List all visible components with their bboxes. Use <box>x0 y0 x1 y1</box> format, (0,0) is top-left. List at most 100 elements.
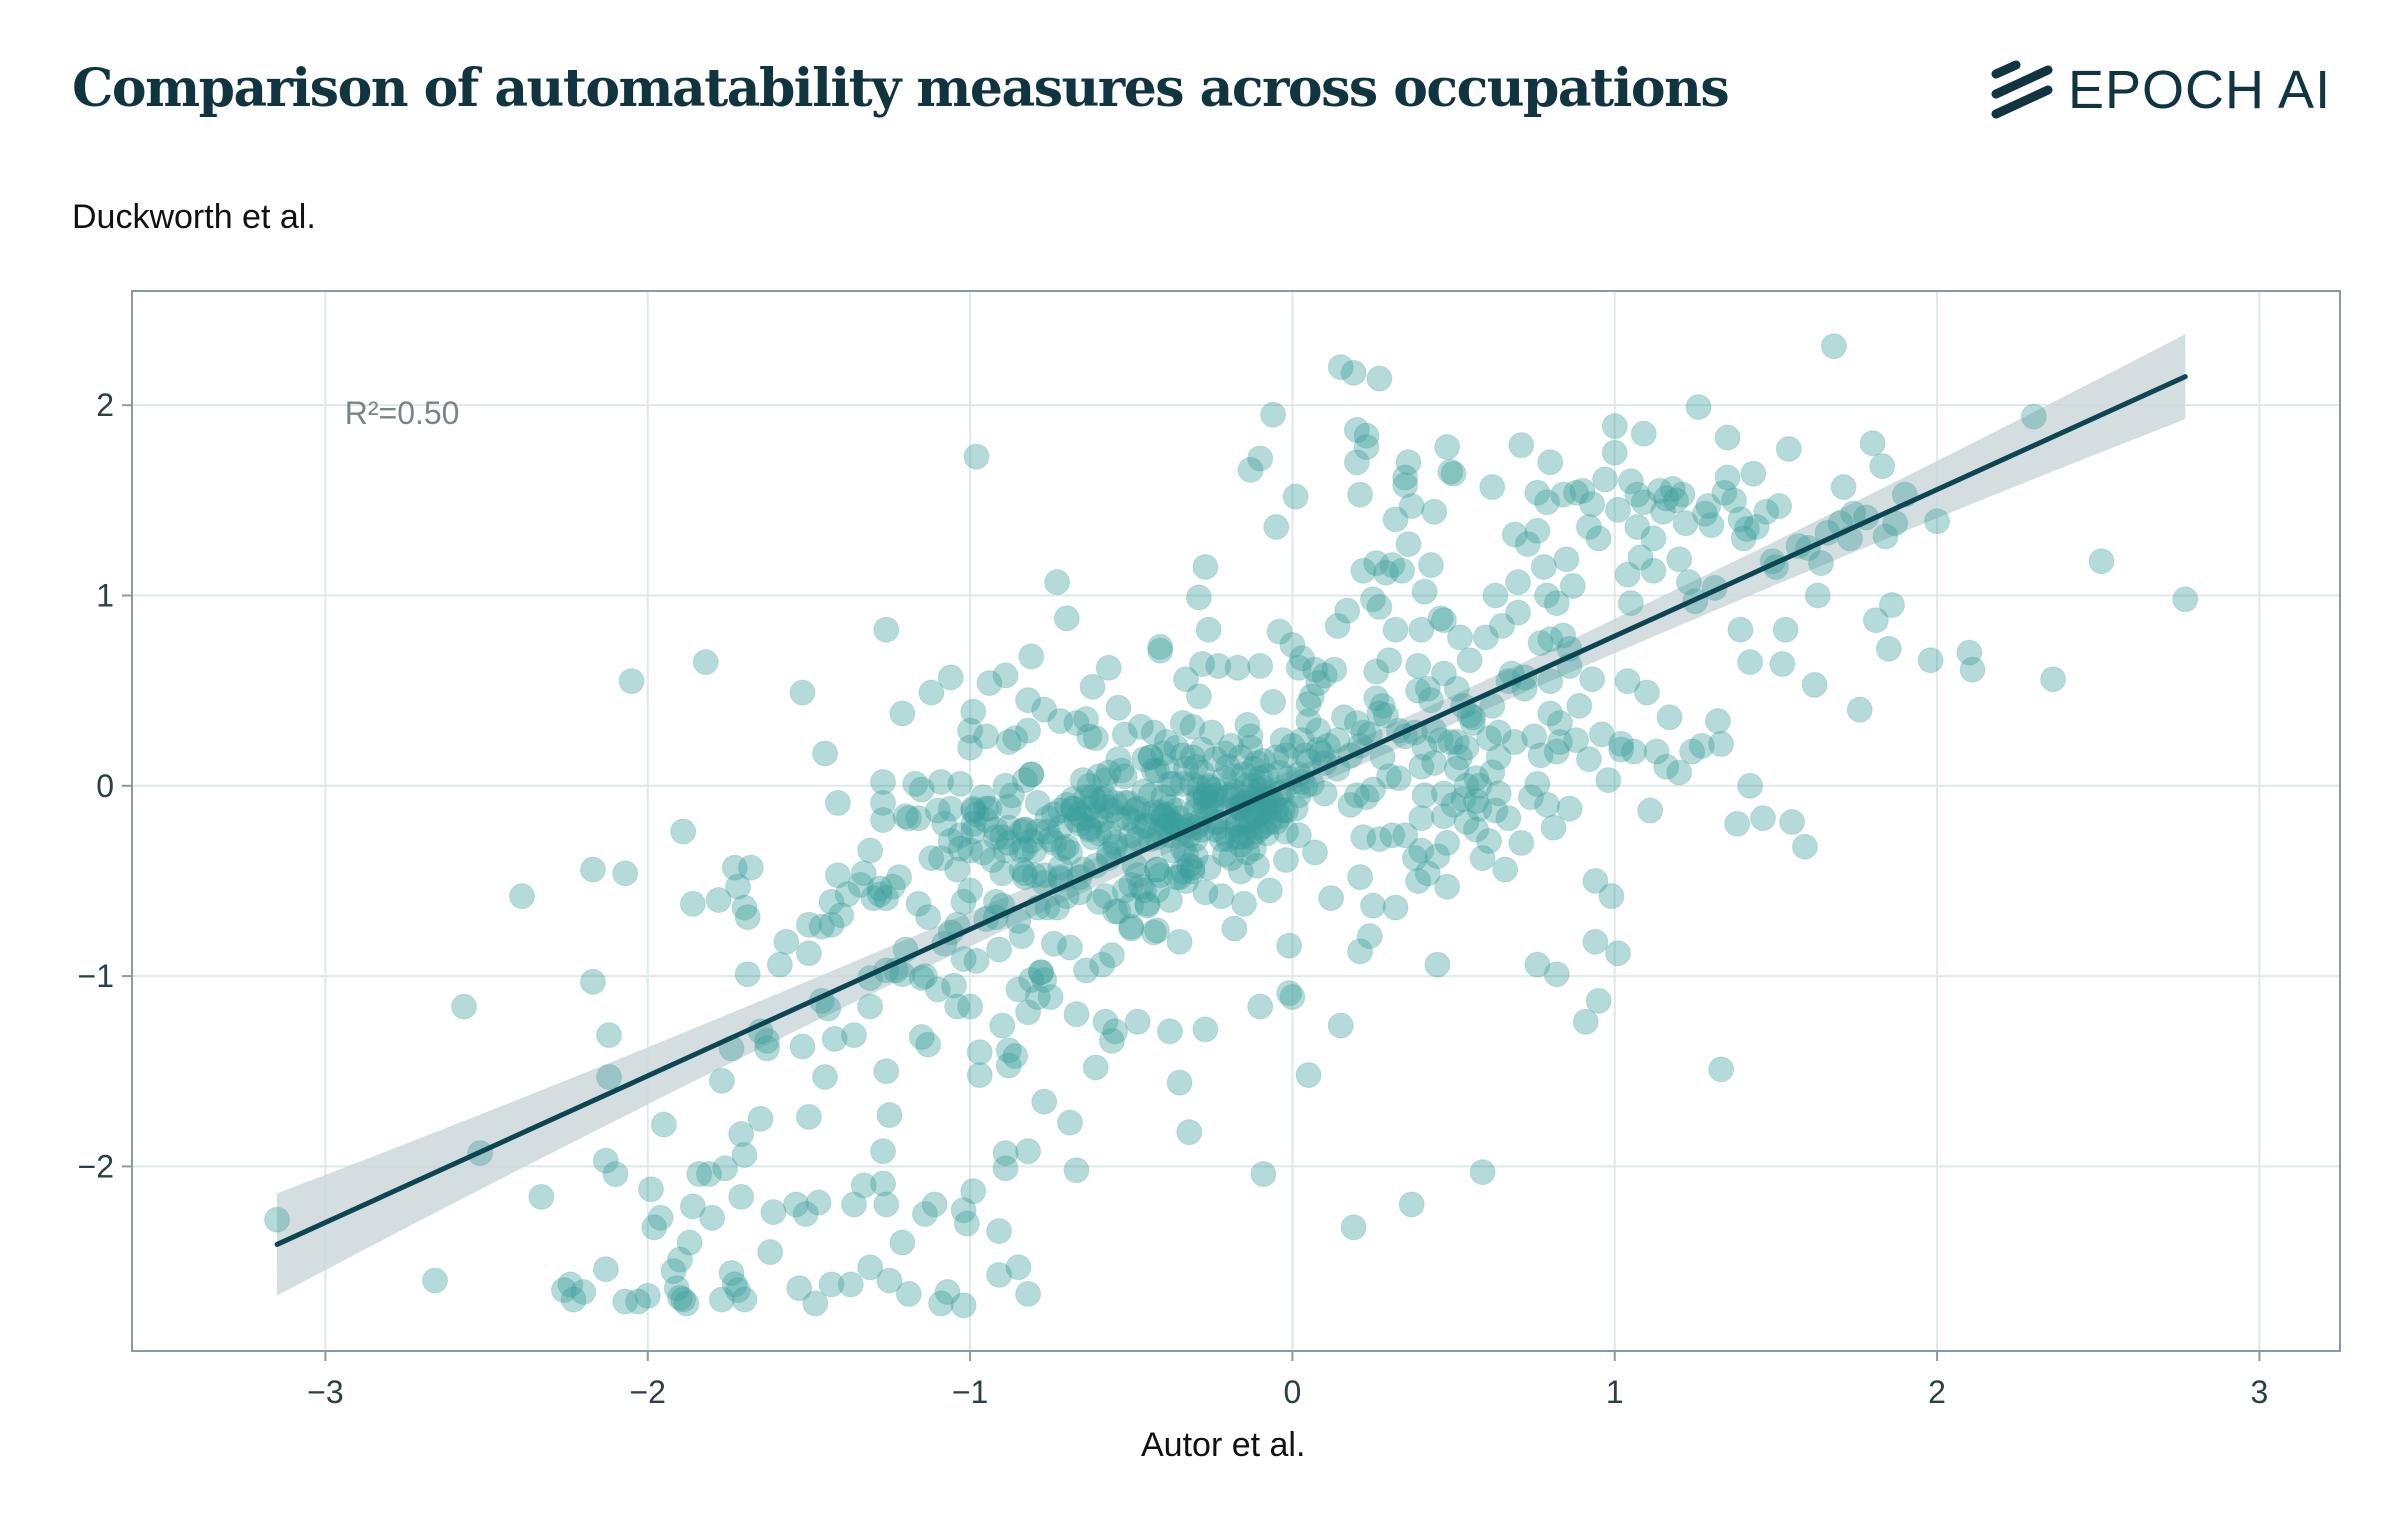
data-point <box>1389 557 1416 584</box>
data-point <box>1227 858 1254 885</box>
data-point <box>1069 767 1096 794</box>
data-point <box>1179 744 1206 771</box>
data-point <box>1247 993 1274 1020</box>
data-point <box>1869 453 1896 480</box>
data-point <box>963 443 990 470</box>
data-point <box>1076 795 1103 822</box>
data-point <box>1669 481 1696 508</box>
data-point <box>963 947 990 974</box>
data-point <box>1237 734 1264 761</box>
data-point <box>1485 719 1512 746</box>
data-point <box>1198 789 1225 816</box>
data-point <box>1704 708 1731 735</box>
data-point <box>895 1280 922 1307</box>
data-point <box>895 805 922 832</box>
data-point <box>792 1200 819 1227</box>
data-point <box>1608 730 1635 757</box>
data-point <box>1008 837 1035 864</box>
data-point <box>1134 892 1161 919</box>
data-point <box>870 1170 897 1197</box>
data-point <box>1169 835 1196 862</box>
data-point <box>973 723 1000 750</box>
data-point <box>1791 833 1818 860</box>
data-point <box>1540 814 1567 841</box>
data-point <box>1363 685 1390 712</box>
data-point <box>1418 552 1445 579</box>
data-point <box>973 807 1000 834</box>
data-point <box>1343 449 1370 476</box>
data-point <box>1224 812 1251 839</box>
data-point <box>1537 626 1564 653</box>
data-point <box>1060 795 1087 822</box>
data-point <box>1144 856 1171 883</box>
data-point <box>957 837 984 864</box>
data-point <box>1463 765 1490 792</box>
data-point <box>1124 795 1151 822</box>
data-point <box>1189 759 1216 786</box>
data-point <box>1021 862 1048 889</box>
data-point <box>870 768 897 795</box>
data-point <box>1102 1018 1129 1045</box>
data-point <box>451 993 478 1020</box>
data-point <box>1566 692 1593 719</box>
data-point <box>940 972 967 999</box>
data-point <box>1266 803 1293 830</box>
data-point <box>1266 618 1293 645</box>
data-point <box>421 1267 448 1294</box>
data-point <box>966 1039 993 1066</box>
data-point <box>870 789 897 816</box>
data-point <box>1034 818 1061 845</box>
data-point <box>1118 871 1145 898</box>
data-point <box>1772 616 1799 643</box>
data-point <box>1801 671 1828 698</box>
data-point <box>1169 742 1196 769</box>
confidence-band <box>277 334 2186 1296</box>
data-point <box>995 793 1022 820</box>
data-point <box>915 1031 942 1058</box>
data-point <box>1543 738 1570 765</box>
data-point <box>1359 892 1386 919</box>
data-point <box>960 818 987 845</box>
data-point <box>1179 713 1206 740</box>
data-point <box>1005 976 1032 1003</box>
data-point <box>841 1191 868 1218</box>
data-point <box>625 1288 652 1315</box>
data-point <box>1237 812 1264 839</box>
data-point <box>647 1204 674 1231</box>
data-point <box>1572 1008 1599 1035</box>
data-point <box>1276 980 1303 1007</box>
data-point <box>1047 708 1074 735</box>
data-point <box>1221 915 1248 942</box>
data-point <box>1082 725 1109 752</box>
data-point <box>1073 957 1100 984</box>
data-point <box>1292 742 1319 769</box>
data-point <box>1459 704 1486 731</box>
data-point <box>2020 403 2047 430</box>
data-point <box>1524 951 1551 978</box>
data-point <box>1118 915 1145 942</box>
data-point <box>1382 894 1409 921</box>
data-point <box>847 871 874 898</box>
data-point <box>889 1229 916 1256</box>
data-point <box>1327 354 1354 381</box>
data-point <box>1227 824 1254 851</box>
data-point <box>1579 491 1606 518</box>
data-point <box>908 1023 935 1050</box>
data-point <box>1695 493 1722 520</box>
data-point <box>1630 420 1657 447</box>
data-point <box>1137 782 1164 809</box>
data-point <box>950 888 977 915</box>
data-point <box>1359 776 1386 803</box>
data-point <box>947 770 974 797</box>
data-point <box>1263 513 1290 540</box>
data-point <box>1305 717 1332 744</box>
data-point <box>1363 550 1390 577</box>
data-point <box>1163 734 1190 761</box>
data-point <box>1285 654 1312 681</box>
data-point <box>821 1025 848 1052</box>
data-point <box>1434 434 1461 461</box>
data-point <box>1405 867 1432 894</box>
data-point <box>1247 445 1274 472</box>
data-point <box>1044 894 1071 921</box>
data-point <box>757 1239 784 1266</box>
